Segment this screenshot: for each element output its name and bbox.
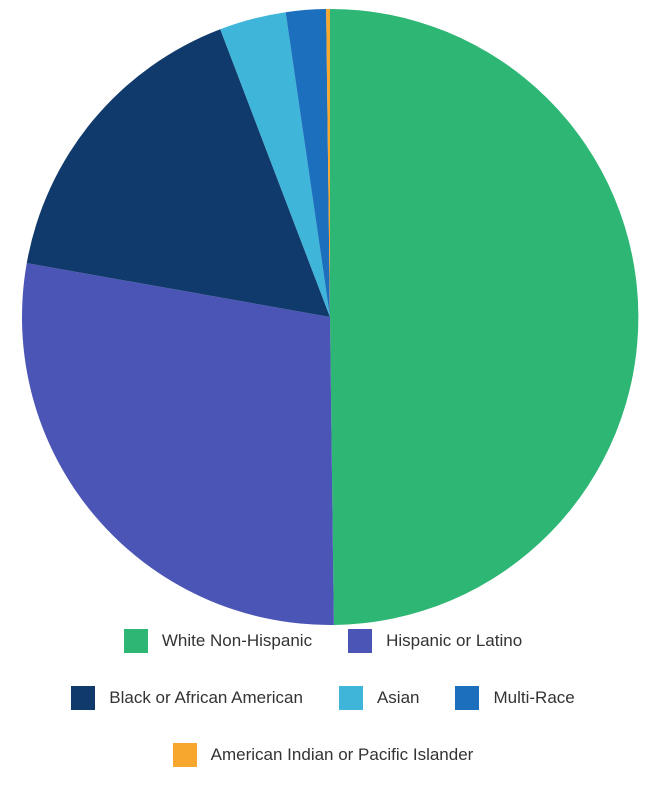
legend-item[interactable]: Multi-Race — [455, 686, 575, 710]
legend-label: White Non-Hispanic — [161, 631, 313, 650]
legend-swatch — [348, 629, 373, 653]
legend-row: American Indian or Pacific Islander — [0, 742, 646, 768]
legend-swatch — [455, 686, 480, 710]
legend-label: Asian — [376, 688, 420, 707]
pie-slice-1[interactable] — [21, 263, 334, 626]
legend-label: Black or African American — [109, 688, 303, 707]
legend-item[interactable]: Black or African American — [71, 686, 303, 710]
legend-item[interactable]: White Non-Hispanic — [123, 629, 313, 653]
legend-swatch — [338, 686, 363, 710]
pie-slice-3[interactable] — [220, 12, 330, 318]
legend-item[interactable]: Hispanic or Latino — [348, 629, 522, 653]
legend-label: Multi-Race — [493, 688, 575, 707]
legend-item[interactable]: American Indian or Pacific Islander — [172, 743, 474, 767]
legend-label: American Indian or Pacific Islander — [210, 745, 474, 764]
legend-item[interactable]: Asian — [338, 686, 420, 710]
legend-row: White Non-Hispanic Hispanic or Latino — [0, 628, 646, 654]
legend-label: Hispanic or Latino — [386, 631, 523, 650]
legend-swatch — [71, 686, 96, 710]
pie-slice-4[interactable] — [285, 9, 330, 318]
chart-legend: White Non-Hispanic Hispanic or Latino Blac… — [0, 628, 646, 789]
pie-slice-2[interactable] — [26, 29, 330, 317]
legend-swatch — [172, 743, 197, 767]
legend-swatch — [123, 629, 148, 653]
pie-chart — [21, 8, 639, 626]
pie-slices — [21, 8, 639, 626]
legend-row: Black or African American Asian Multi-Race — [0, 685, 646, 711]
pie-slice-5[interactable] — [326, 8, 330, 317]
pie-slice-0[interactable] — [330, 8, 639, 625]
